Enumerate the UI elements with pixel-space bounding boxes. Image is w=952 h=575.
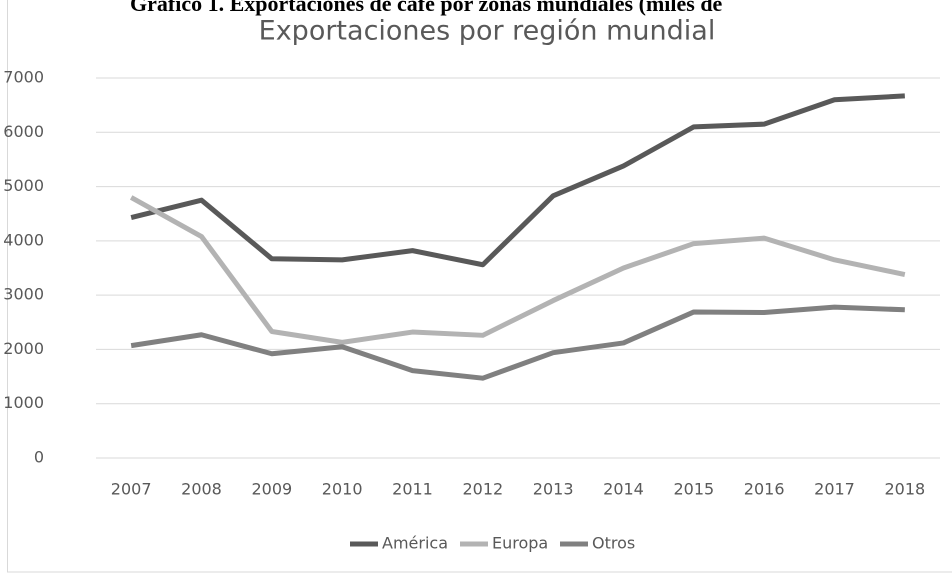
caption: Gráfico 1. Exportaciones de café por zon…: [130, 0, 723, 16]
x-tick-label: 2007: [111, 480, 152, 499]
line-series: [130, 304, 905, 381]
legend-label: Otros: [592, 534, 635, 553]
legend-label: América: [382, 534, 448, 553]
chart-title: Exportaciones por región mundial: [259, 16, 716, 47]
y-tick-label: 4000: [3, 230, 44, 249]
x-tick-label: 2016: [744, 480, 785, 499]
x-tick-label: 2010: [322, 480, 363, 499]
y-tick-label: 3000: [3, 285, 44, 304]
y-tick-label: 0: [34, 448, 44, 467]
y-tick-label: 5000: [3, 176, 44, 195]
y-tick-label: 7000: [3, 68, 44, 87]
legend-label: Europa: [492, 534, 548, 553]
chart-frame: [7, 0, 952, 573]
x-tick-label: 2018: [884, 480, 925, 499]
x-tick-label: 2008: [181, 480, 222, 499]
x-tick-label: 2012: [462, 480, 503, 499]
x-tick-label: 2009: [251, 480, 292, 499]
x-tick-label: 2017: [814, 480, 855, 499]
y-tick-label: 2000: [3, 339, 44, 358]
x-tick-label: 2011: [392, 480, 433, 499]
x-tick-label: 2013: [533, 480, 574, 499]
line-series: [130, 93, 905, 268]
line-series: [129, 195, 906, 345]
x-tick-label: 2014: [603, 480, 644, 499]
x-tick-label: 2015: [673, 480, 714, 499]
y-tick-label: 6000: [3, 122, 44, 141]
y-tick-label: 1000: [3, 393, 44, 412]
